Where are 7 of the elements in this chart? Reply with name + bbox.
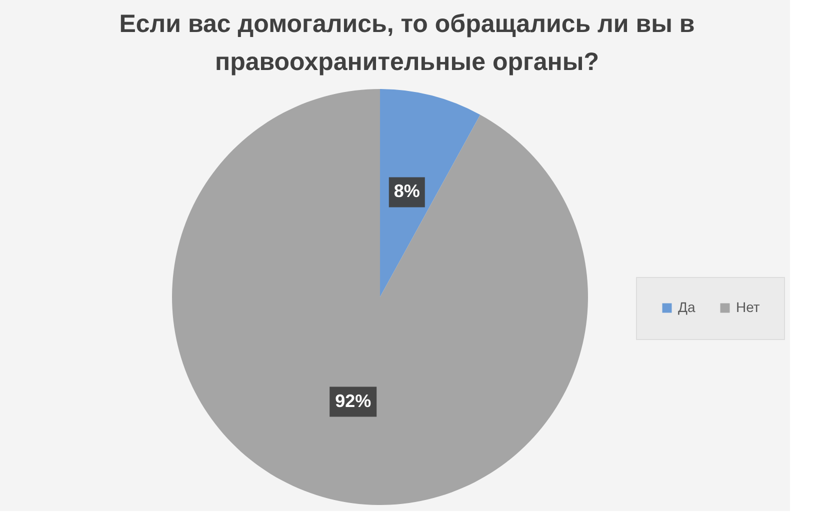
- pie-slice: [380, 89, 480, 297]
- data-label: 92%: [335, 390, 372, 411]
- pie-slice: [172, 89, 588, 505]
- data-label: 8%: [394, 181, 420, 202]
- legend-label: Да: [678, 299, 696, 315]
- chart-title: Если вас домогались, то обращались ли вы в правоохранительные органы?: [119, 10, 695, 76]
- legend-label: Нет: [736, 299, 760, 315]
